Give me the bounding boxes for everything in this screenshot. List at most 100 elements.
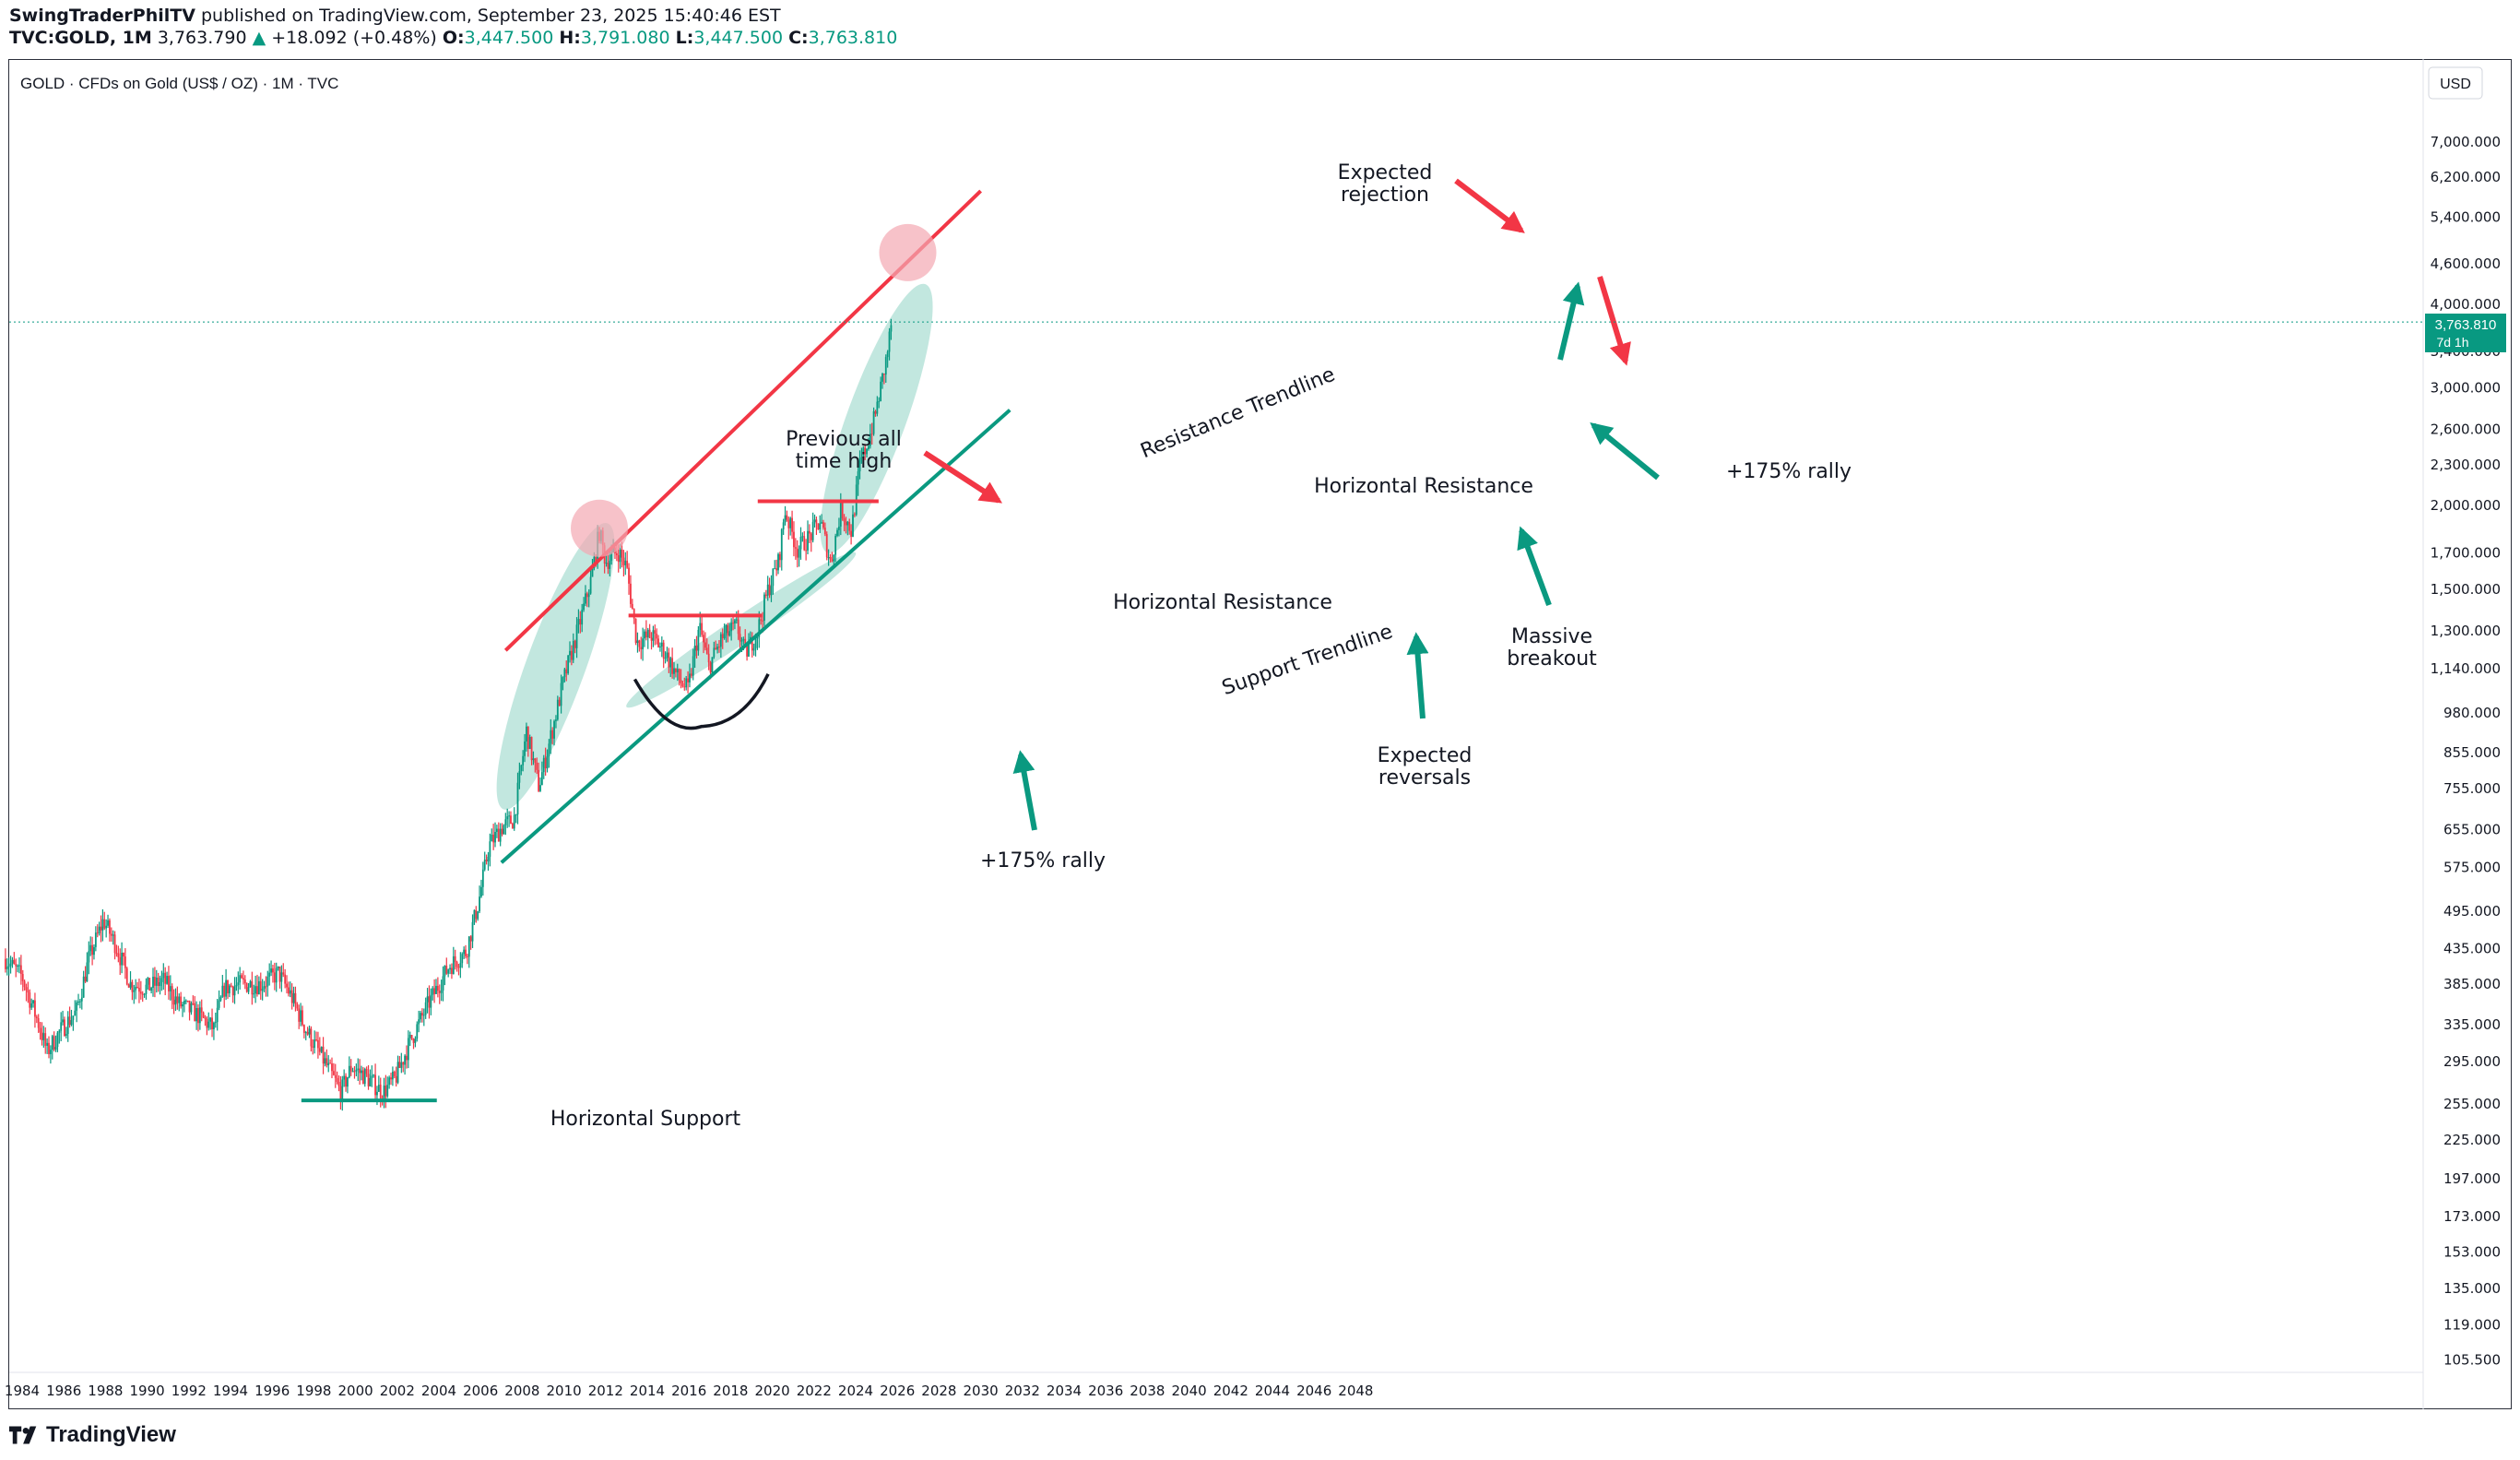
- candle-body: [365, 1069, 368, 1074]
- y-tick-label: 135.000: [2443, 1280, 2501, 1297]
- close-value: 3,763.810: [808, 28, 898, 48]
- candle-body: [730, 623, 733, 632]
- candle-body: [713, 647, 716, 658]
- candle-body: [777, 553, 779, 571]
- candle-body: [644, 631, 645, 639]
- candle-body: [18, 965, 20, 967]
- candle-body: [334, 1074, 337, 1078]
- annotation-line: Previous all: [786, 428, 902, 451]
- annotation-line: reversals: [1378, 766, 1471, 789]
- candle-body: [562, 677, 564, 683]
- candle-body: [841, 502, 844, 519]
- candle-body: [526, 726, 527, 742]
- candle-body: [607, 563, 609, 569]
- candle-body: [465, 949, 467, 956]
- candle-body: [266, 976, 269, 987]
- candle-body: [80, 997, 83, 1002]
- candle-body: [56, 1032, 59, 1048]
- candle-body: [49, 1050, 52, 1054]
- candle-body: [127, 984, 130, 988]
- candle-body: [211, 1017, 213, 1029]
- annotation-expected-rejection: Expected rejection: [1338, 161, 1433, 207]
- candle-body: [501, 828, 503, 835]
- candle-body: [147, 978, 149, 985]
- annotation-line: rejection: [1341, 184, 1429, 207]
- candle-body: [414, 1039, 417, 1043]
- rally-highlight: [820, 283, 933, 553]
- candle-body: [492, 834, 495, 843]
- candle-body: [516, 782, 519, 815]
- candle-body: [689, 673, 691, 683]
- candle-body: [141, 993, 144, 995]
- candle-body: [626, 560, 629, 568]
- candle-body: [723, 633, 726, 638]
- candle-body: [560, 683, 562, 706]
- x-tick-label: 2042: [1213, 1383, 1248, 1399]
- candle-body: [845, 521, 847, 526]
- arrow-rally-up: [1557, 281, 1585, 361]
- candle-body: [605, 563, 608, 564]
- candle-body: [630, 583, 632, 604]
- candle-body: [575, 624, 578, 648]
- candle-body: [654, 630, 657, 635]
- annotation-line: time high: [796, 450, 893, 473]
- x-tick-label: 2022: [797, 1383, 832, 1399]
- candle-body: [21, 974, 24, 981]
- candle-body: [728, 631, 731, 636]
- candle-body: [408, 1035, 411, 1039]
- candle-body: [186, 1000, 189, 1002]
- candle-body: [660, 642, 663, 647]
- x-tick-label: 1990: [130, 1383, 165, 1399]
- candle-body: [155, 977, 158, 986]
- candle-body: [805, 550, 808, 552]
- candle-body: [587, 593, 590, 598]
- candle-body: [532, 758, 535, 761]
- candle-body: [778, 553, 781, 561]
- candle-body: [621, 549, 623, 558]
- candle-body: [589, 576, 592, 594]
- candle-body: [133, 990, 136, 992]
- candle-body: [206, 1018, 208, 1028]
- candle-body: [152, 977, 154, 989]
- candle-body: [451, 967, 453, 974]
- candle-body: [538, 769, 540, 791]
- candle-body: [396, 1062, 399, 1083]
- candle-body: [668, 652, 670, 668]
- open-label: O:: [442, 28, 465, 48]
- candle-body: [719, 634, 722, 647]
- candle-body: [763, 594, 765, 621]
- candle-body: [852, 514, 854, 537]
- tradingview-brand[interactable]: TradingView: [46, 1422, 176, 1447]
- candle-body: [332, 1071, 335, 1075]
- candle-body: [11, 959, 14, 964]
- candle-body: [551, 730, 554, 739]
- candle-body: [447, 969, 450, 974]
- candle-body: [833, 554, 835, 562]
- candle-body: [774, 568, 776, 570]
- candle-body: [412, 1039, 415, 1043]
- x-tick-label: 2034: [1047, 1383, 1082, 1399]
- candle-body: [669, 658, 672, 668]
- legend-title: GOLD · CFDs on Gold (US$ / OZ) · 1M · TV…: [20, 75, 338, 92]
- annotation-label: +175% rally: [1726, 460, 1852, 483]
- candle-body: [228, 985, 231, 994]
- y-tick-label: 495.000: [2443, 903, 2501, 920]
- candle-body: [324, 1058, 326, 1064]
- y-tick-label: 575.000: [2443, 860, 2501, 876]
- close-label: C:: [788, 28, 809, 48]
- candle-body: [386, 1085, 389, 1097]
- candle-body: [13, 959, 16, 965]
- candle-body: [693, 646, 696, 657]
- candle-body: [233, 986, 236, 996]
- candle-body: [430, 994, 432, 1008]
- rounded-bottom-curve: [633, 673, 770, 730]
- x-tick-label: 2048: [1338, 1383, 1373, 1399]
- author-name[interactable]: SwingTraderPhilTV: [9, 6, 195, 26]
- currency-box[interactable]: [2428, 66, 2483, 100]
- x-tick-label: 2030: [964, 1383, 999, 1399]
- last-price: 3,763.790: [157, 28, 247, 48]
- candle-body: [304, 1031, 307, 1033]
- candle-body: [253, 993, 255, 995]
- candle-body: [213, 1022, 215, 1029]
